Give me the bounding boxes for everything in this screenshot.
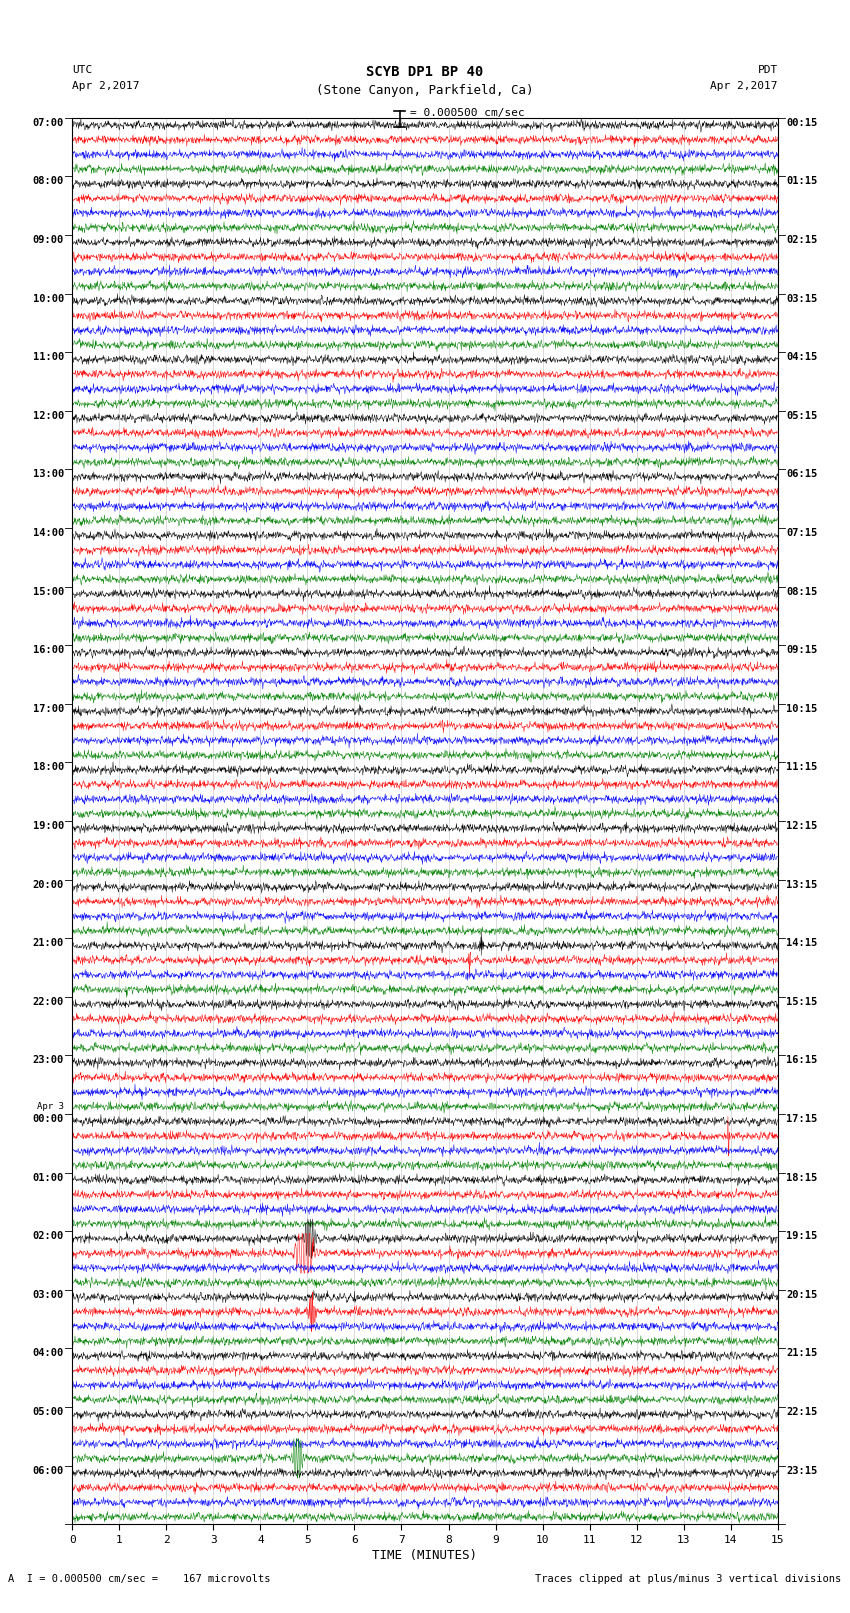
Text: UTC: UTC: [72, 65, 93, 74]
Text: 01:00: 01:00: [32, 1173, 64, 1182]
Text: 04:15: 04:15: [786, 352, 818, 363]
Text: 20:15: 20:15: [786, 1290, 818, 1300]
Text: 12:00: 12:00: [32, 411, 64, 421]
Text: 19:00: 19:00: [32, 821, 64, 831]
Text: 17:15: 17:15: [786, 1115, 818, 1124]
Text: Apr 2,2017: Apr 2,2017: [72, 81, 139, 90]
Text: 15:15: 15:15: [786, 997, 818, 1007]
Text: 19:15: 19:15: [786, 1231, 818, 1242]
Text: 12:15: 12:15: [786, 821, 818, 831]
Text: (Stone Canyon, Parkfield, Ca): (Stone Canyon, Parkfield, Ca): [316, 84, 534, 97]
Text: 08:15: 08:15: [786, 587, 818, 597]
Text: 16:00: 16:00: [32, 645, 64, 655]
Text: = 0.000500 cm/sec: = 0.000500 cm/sec: [410, 108, 524, 118]
Text: 05:15: 05:15: [786, 411, 818, 421]
Text: 11:15: 11:15: [786, 763, 818, 773]
Text: Apr 3: Apr 3: [37, 1102, 64, 1111]
Text: 02:00: 02:00: [32, 1231, 64, 1242]
Text: 02:15: 02:15: [786, 235, 818, 245]
Text: 23:00: 23:00: [32, 1055, 64, 1066]
Text: 13:15: 13:15: [786, 879, 818, 890]
Text: 09:00: 09:00: [32, 235, 64, 245]
Text: A  I = 0.000500 cm/sec =    167 microvolts: A I = 0.000500 cm/sec = 167 microvolts: [8, 1574, 271, 1584]
Text: 00:00: 00:00: [32, 1115, 64, 1124]
Text: SCYB DP1 BP 40: SCYB DP1 BP 40: [366, 65, 484, 79]
Text: 21:00: 21:00: [32, 939, 64, 948]
Text: 08:00: 08:00: [32, 176, 64, 187]
Text: Traces clipped at plus/minus 3 vertical divisions: Traces clipped at plus/minus 3 vertical …: [536, 1574, 842, 1584]
Text: 16:15: 16:15: [786, 1055, 818, 1066]
Text: 04:00: 04:00: [32, 1348, 64, 1358]
X-axis label: TIME (MINUTES): TIME (MINUTES): [372, 1548, 478, 1561]
Text: 14:15: 14:15: [786, 939, 818, 948]
Text: 22:00: 22:00: [32, 997, 64, 1007]
Text: 20:00: 20:00: [32, 879, 64, 890]
Text: 14:00: 14:00: [32, 527, 64, 539]
Text: 13:00: 13:00: [32, 469, 64, 479]
Text: 06:15: 06:15: [786, 469, 818, 479]
Text: 10:15: 10:15: [786, 703, 818, 715]
Text: 06:00: 06:00: [32, 1466, 64, 1476]
Text: 17:00: 17:00: [32, 703, 64, 715]
Text: 22:15: 22:15: [786, 1407, 818, 1418]
Text: 03:15: 03:15: [786, 294, 818, 303]
Text: 07:00: 07:00: [32, 118, 64, 127]
Text: 09:15: 09:15: [786, 645, 818, 655]
Text: 01:15: 01:15: [786, 176, 818, 187]
Text: 15:00: 15:00: [32, 587, 64, 597]
Text: 03:00: 03:00: [32, 1290, 64, 1300]
Text: Apr 2,2017: Apr 2,2017: [711, 81, 778, 90]
Text: 10:00: 10:00: [32, 294, 64, 303]
Text: 05:00: 05:00: [32, 1407, 64, 1418]
Text: 07:15: 07:15: [786, 527, 818, 539]
Text: 18:15: 18:15: [786, 1173, 818, 1182]
Text: PDT: PDT: [757, 65, 778, 74]
Text: 18:00: 18:00: [32, 763, 64, 773]
Text: 11:00: 11:00: [32, 352, 64, 363]
Text: 21:15: 21:15: [786, 1348, 818, 1358]
Text: 23:15: 23:15: [786, 1466, 818, 1476]
Text: 00:15: 00:15: [786, 118, 818, 127]
